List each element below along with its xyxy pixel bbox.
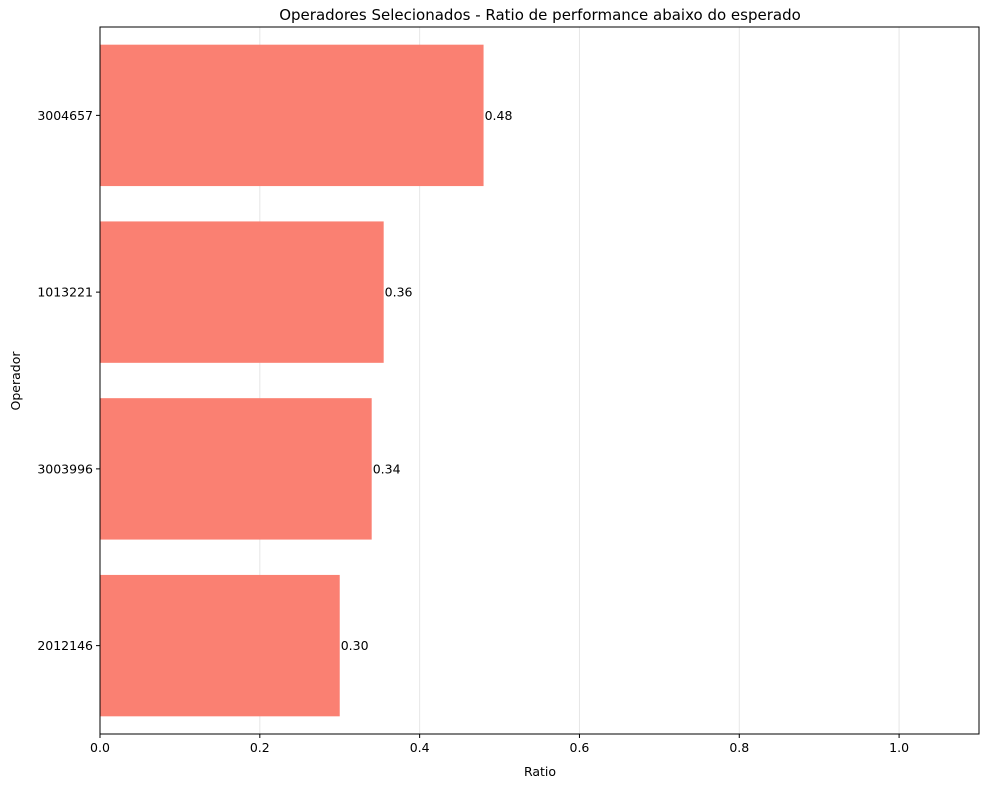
bar-value-label: 0.30 bbox=[341, 638, 369, 653]
x-tick-label: 0.4 bbox=[410, 740, 430, 755]
y-tick-label: 3004657 bbox=[37, 108, 93, 123]
y-tick-label: 2012146 bbox=[37, 638, 93, 653]
chart-title: Operadores Selecionados - Ratio de perfo… bbox=[279, 6, 801, 24]
x-tick-label: 1.0 bbox=[889, 740, 909, 755]
x-tick-label: 0.0 bbox=[90, 740, 110, 755]
x-tick-label: 0.6 bbox=[570, 740, 590, 755]
bar-value-label: 0.34 bbox=[373, 461, 401, 476]
x-tick-label: 0.2 bbox=[250, 740, 270, 755]
bar bbox=[100, 574, 340, 717]
x-tick-label: 0.8 bbox=[729, 740, 749, 755]
bars bbox=[100, 44, 484, 717]
y-axis-ticks: 3004657 1013221 3003996 2012146 bbox=[37, 108, 100, 653]
y-tick-label: 1013221 bbox=[37, 285, 93, 300]
bar bbox=[100, 398, 372, 540]
x-axis-label: Ratio bbox=[524, 764, 556, 779]
bar-value-label: 0.36 bbox=[385, 285, 413, 300]
bar-value-label: 0.48 bbox=[485, 108, 513, 123]
y-tick-label: 3003996 bbox=[37, 461, 93, 476]
bar bbox=[100, 221, 384, 363]
y-axis-label: Operador bbox=[8, 351, 23, 411]
data-labels: 0.48 0.36 0.34 0.30 bbox=[341, 108, 513, 653]
plot-frame bbox=[99, 26, 980, 735]
bar bbox=[100, 44, 484, 187]
x-axis-ticks: 0.0 0.2 0.4 0.6 0.8 1.0 bbox=[90, 734, 909, 755]
